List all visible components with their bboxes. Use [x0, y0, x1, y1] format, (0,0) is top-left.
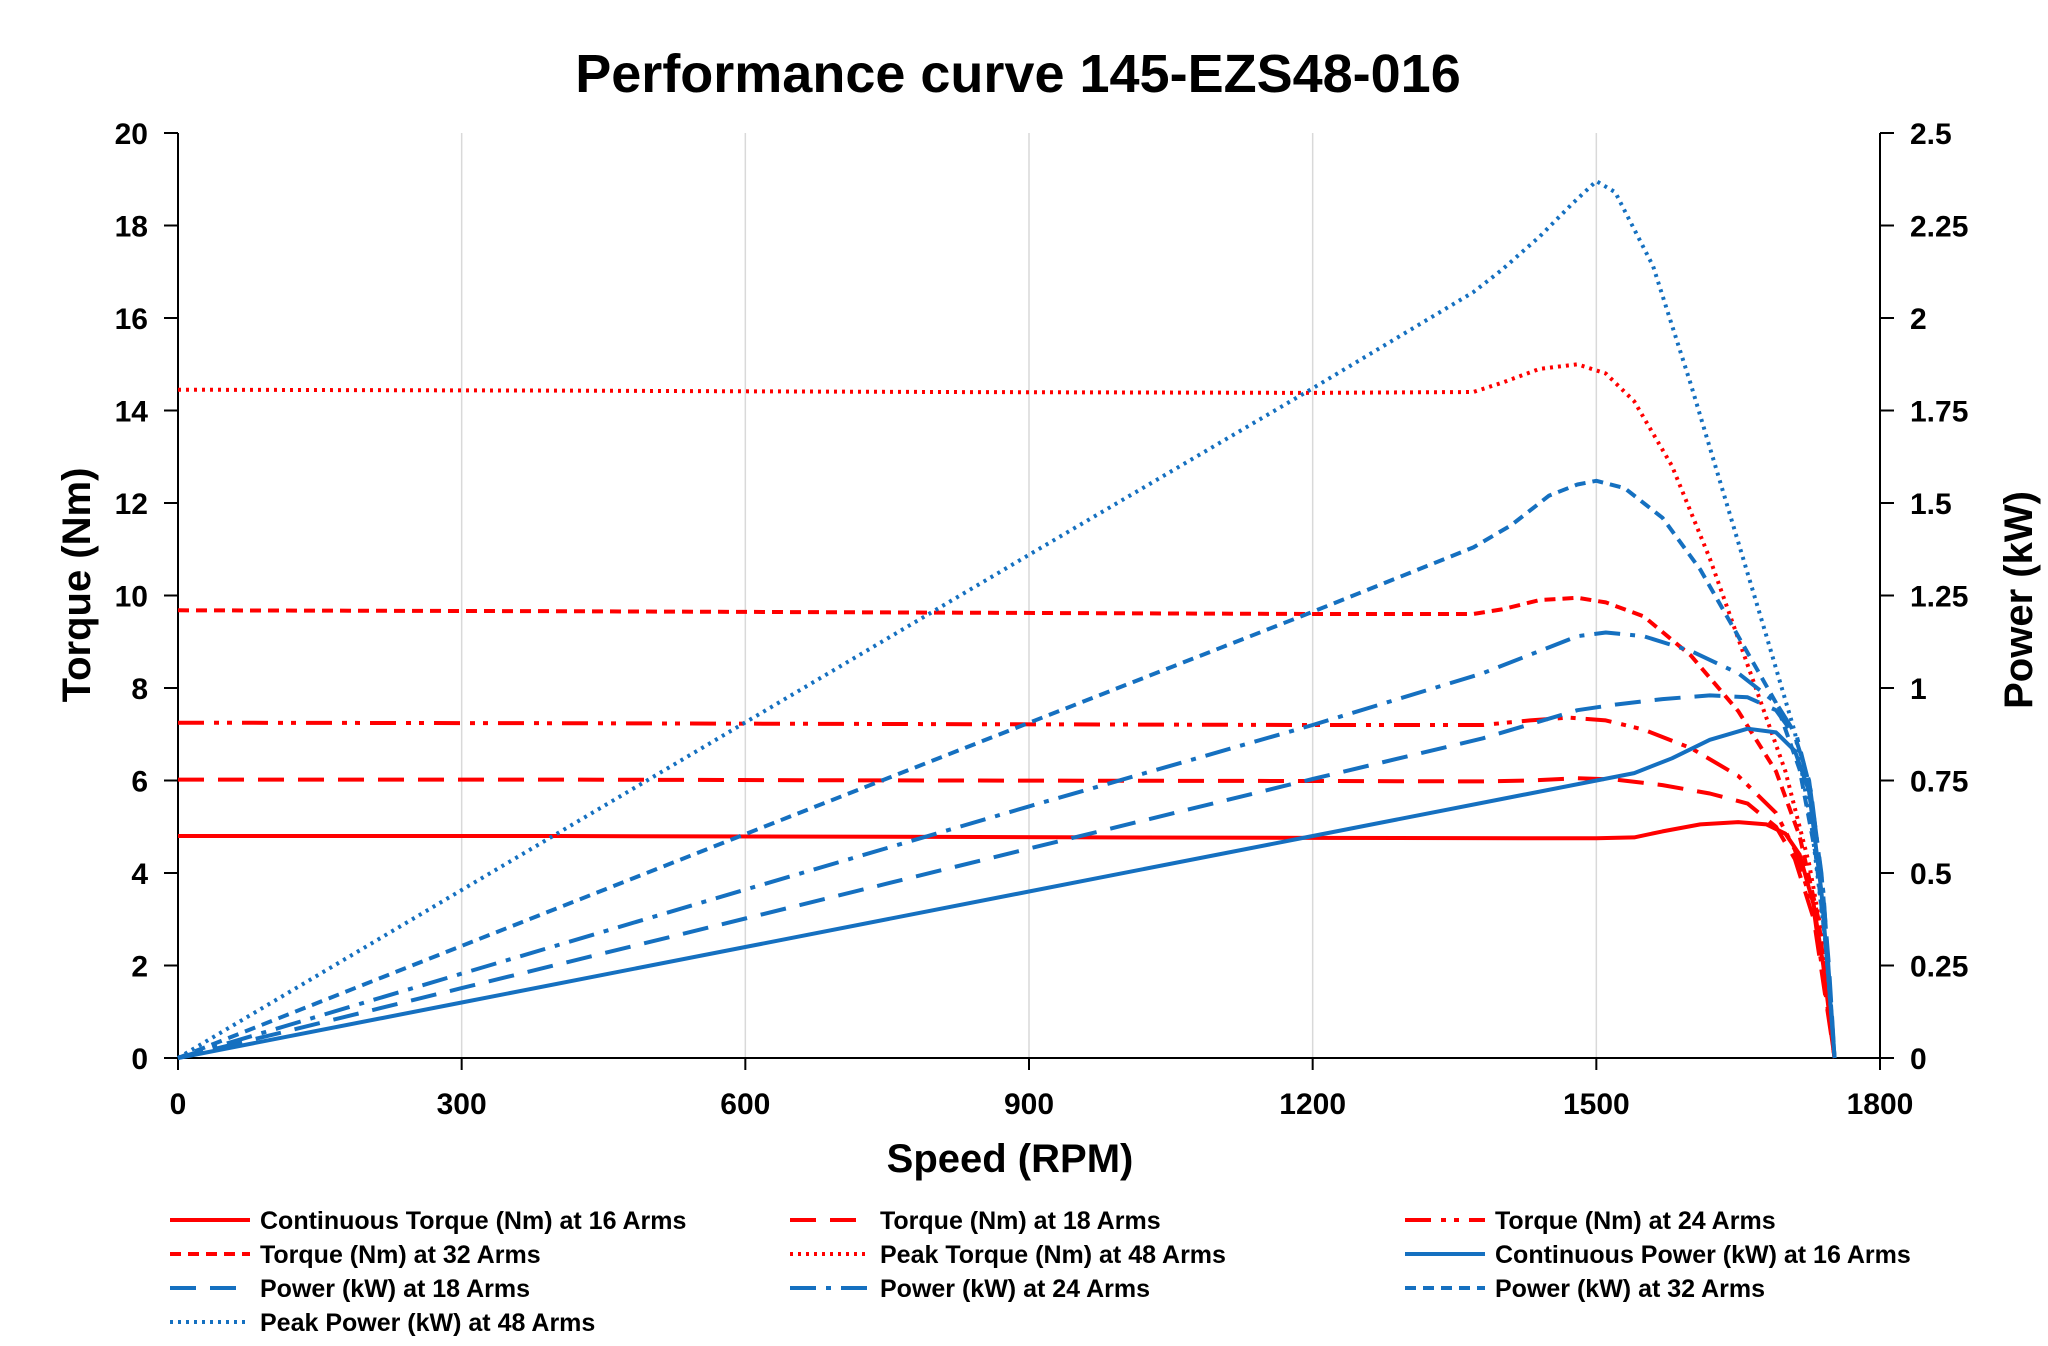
right-y-tick-label: 2.5: [1910, 118, 1952, 151]
left-y-tick-label: 0: [131, 1043, 148, 1076]
right-y-tick-label: 2: [1910, 303, 1927, 336]
right-y-tick-label: 2.25: [1910, 211, 1968, 244]
series-line-8: [177, 630, 1837, 1060]
left-y-tick-label: 4: [131, 858, 148, 891]
legend-label-1: Continuous Torque (Nm) at 16 Arms: [260, 1207, 686, 1235]
series-line-3: [177, 715, 1837, 1059]
legend-label-3: Torque (Nm) at 24 Arms: [1495, 1207, 1776, 1235]
chart-title: Performance curve 145-EZS48-016: [575, 44, 1461, 104]
legend-label-9: Power (kW) at 32 Arms: [1495, 1275, 1765, 1303]
x-axis-label: Speed (RPM): [887, 1137, 1134, 1181]
legend-label-5: Peak Torque (Nm) at 48 Arms: [880, 1241, 1226, 1269]
legend-label-10: Peak Power (kW) at 48 Arms: [260, 1309, 595, 1337]
x-tick-label: 900: [1004, 1088, 1054, 1121]
left-y-tick-label: 20: [115, 118, 148, 151]
legend: Continuous Torque (Nm) at 16 Arms Torque …: [170, 1207, 1911, 1337]
axes: 0 300 600 900 1200 1500 1800024681012141618200…: [115, 118, 1969, 1121]
right-y-axis-label: Power (kW): [1997, 491, 2041, 709]
x-tick-label: 1500: [1563, 1088, 1630, 1121]
x-tick-label: 1800: [1847, 1088, 1914, 1121]
series-group: [176, 179, 1837, 1060]
left-y-tick-label: 6: [131, 766, 148, 799]
series-line-7: [177, 693, 1837, 1060]
right-y-tick-label: 0.25: [1910, 951, 1968, 984]
series-line-2: [178, 776, 1837, 1059]
legend-label-6: Continuous Power (kW) at 16 Arms: [1495, 1241, 1911, 1269]
x-tick-label: 0: [170, 1088, 187, 1121]
x-tick-label: 1200: [1279, 1088, 1346, 1121]
right-y-tick-label: 0.5: [1910, 858, 1952, 891]
left-y-tick-label: 8: [131, 673, 148, 706]
x-tick-label: 600: [720, 1088, 770, 1121]
right-y-tick-label: 0.75: [1910, 766, 1968, 799]
left-y-tick-label: 14: [115, 396, 149, 429]
legend-label-2: Torque (Nm) at 18 Arms: [880, 1207, 1161, 1235]
right-y-tick-label: 1: [1910, 673, 1927, 706]
left-y-tick-label: 18: [115, 211, 148, 244]
right-y-tick-label: 1.75: [1910, 396, 1968, 429]
gridlines: [460, 133, 1598, 1058]
legend-label-7: Power (kW) at 18 Arms: [260, 1275, 530, 1303]
right-y-tick-label: 0: [1910, 1043, 1927, 1076]
left-y-axis-label: Torque (Nm): [55, 468, 99, 703]
series-line-4: [177, 595, 1837, 1059]
left-y-tick-label: 12: [115, 488, 148, 521]
series-line-10: [176, 179, 1837, 1060]
left-y-tick-label: 2: [131, 951, 148, 984]
series-line-5: [177, 362, 1837, 1059]
left-y-tick-label: 16: [115, 303, 148, 336]
legend-label-4: Torque (Nm) at 32 Arms: [260, 1241, 541, 1269]
series-line-1: [178, 820, 1837, 1059]
right-y-tick-label: 1.5: [1910, 488, 1952, 521]
legend-label-8: Power (kW) at 24 Arms: [880, 1275, 1150, 1303]
series-line-9: [177, 478, 1837, 1060]
x-tick-label: 300: [437, 1088, 487, 1121]
left-y-tick-label: 10: [115, 581, 148, 614]
right-y-tick-label: 1.25: [1910, 581, 1968, 614]
